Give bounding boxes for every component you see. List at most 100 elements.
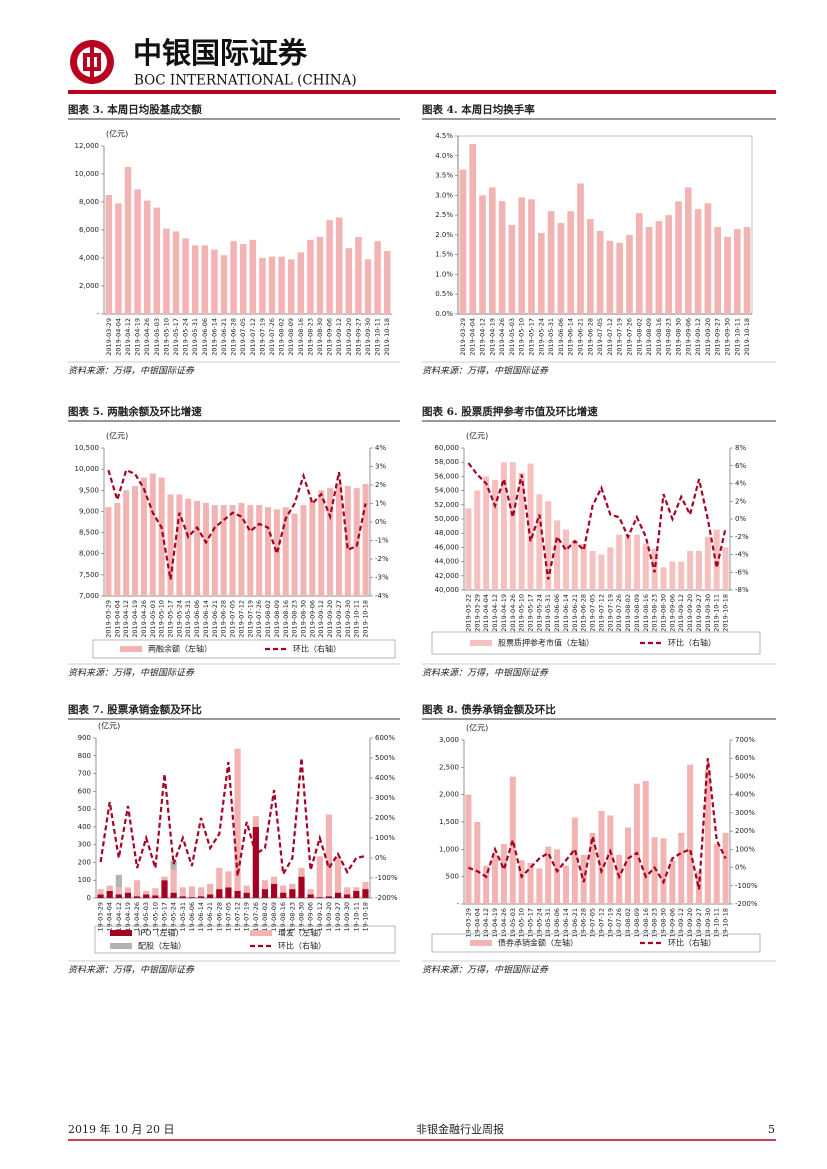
x-tick-label: 19-09-20	[325, 902, 333, 932]
bar	[713, 529, 720, 590]
x-tick-label: 2019-05-31	[191, 318, 199, 356]
bar	[694, 209, 702, 314]
x-tick-label: 2019-04-04	[482, 594, 490, 632]
bar	[170, 869, 177, 893]
bar	[596, 230, 604, 314]
y-tick-label: 300	[78, 841, 91, 849]
legend-swatch	[120, 646, 142, 652]
y2-tick-label: 300%	[375, 794, 395, 802]
y2-tick-label: -2%	[375, 555, 389, 563]
y2-tick-label: -8%	[735, 586, 749, 594]
bar	[105, 507, 112, 596]
x-tick-label: 2019-07-05	[596, 318, 604, 356]
y-tick-label: -	[96, 310, 99, 318]
x-tick-label: 2019-09-27	[354, 318, 362, 356]
y2-tick-label: 300%	[735, 809, 755, 817]
x-tick-label: 2019-09-12	[694, 318, 702, 356]
x-tick-label: 19-06-28	[215, 902, 223, 932]
y-tick-label: 700	[78, 770, 91, 778]
bar	[318, 490, 325, 596]
x-tick-label: 2019-03-29	[104, 600, 112, 638]
legend-swatch	[110, 943, 132, 949]
footer-report: 非银金融行业周报	[416, 1122, 504, 1136]
logo-cn: 中银国际证券	[133, 36, 308, 70]
x-tick-label: 2019-09-30	[704, 594, 712, 632]
y-tick-label: 100	[78, 876, 91, 884]
bar	[300, 505, 307, 596]
unit-label: (亿元)	[106, 129, 128, 139]
bar	[362, 483, 369, 596]
y-tick-label: 1.5%	[435, 251, 453, 259]
bar	[704, 536, 711, 590]
unit-label: (亿元)	[466, 723, 488, 733]
bar	[152, 895, 159, 898]
x-tick-label: 19-06-21	[571, 908, 579, 938]
bar	[291, 513, 298, 596]
x-tick-label: 2019-06-21	[220, 318, 228, 356]
bar	[571, 540, 578, 590]
bar	[616, 242, 624, 314]
line	[467, 462, 727, 580]
x-tick-label: 19-10-11	[713, 908, 721, 938]
y-tick-label: 6,000	[79, 226, 99, 234]
legend-box	[431, 933, 761, 953]
line	[107, 468, 367, 580]
legend-box	[431, 631, 761, 655]
bar	[309, 500, 316, 596]
y2-tick-label: -4%	[735, 551, 749, 559]
y-tick-label: 44,000	[435, 558, 460, 566]
y2-tick-label: -100%	[735, 882, 758, 890]
bar	[188, 897, 196, 898]
x-tick-label: 19-06-14	[562, 908, 570, 938]
x-tick-label: 19-09-06	[307, 902, 315, 932]
x-tick-label: 2019-05-10	[162, 318, 170, 356]
bar	[589, 550, 596, 590]
y-tick-label: 8,000	[79, 198, 99, 206]
x-tick-label: 2019-06-21	[571, 594, 579, 632]
y-tick-label: 7,000	[79, 592, 99, 600]
x-tick-label: 19-05-03	[142, 902, 150, 932]
bar	[508, 225, 516, 314]
bar	[207, 894, 214, 898]
x-tick-label: 2019-10-11	[374, 318, 382, 356]
x-tick-label: 2019-07-19	[616, 318, 624, 356]
y2-tick-label: -200%	[735, 900, 758, 908]
bar	[316, 897, 323, 898]
bar	[362, 889, 369, 898]
bar	[316, 237, 324, 314]
bar	[589, 832, 596, 904]
y2-tick-label: 0%	[735, 864, 746, 872]
x-tick-label: 2019-04-19	[134, 318, 142, 356]
x-tick-label: 2019-05-10	[518, 318, 526, 356]
bar	[704, 770, 711, 904]
bar	[344, 887, 351, 895]
y-tick-label: 52,000	[435, 501, 460, 509]
bar	[607, 547, 614, 590]
x-tick-label: 19-06-06	[188, 902, 196, 932]
bar	[675, 201, 682, 314]
bar	[238, 502, 245, 596]
bar	[326, 220, 333, 314]
x-tick-label: 2019-08-23	[651, 594, 659, 632]
x-tick-label: 2019-04-26	[509, 594, 517, 632]
x-tick-label: 2019-09-20	[326, 600, 334, 638]
y-tick-label: 4.5%	[435, 132, 453, 140]
bar	[234, 748, 241, 891]
y2-tick-label: -3%	[375, 574, 389, 582]
x-tick-label: 2019-08-30	[316, 318, 324, 356]
legend-label: 环比（右轴）	[293, 644, 341, 654]
y-tick-label: 1.0%	[435, 270, 453, 278]
y-tick-label: 60,000	[435, 444, 460, 452]
bar	[298, 867, 305, 877]
y-tick-label: 56,000	[435, 472, 460, 480]
y-tick-label: 2,000	[79, 282, 99, 290]
x-tick-label: 2019-05-03	[153, 318, 161, 356]
x-tick-label: 2019-07-12	[597, 594, 605, 632]
bar	[669, 860, 676, 904]
y2-tick-label: 2%	[375, 481, 386, 489]
x-tick-label: 19-05-31	[179, 902, 187, 932]
bar	[216, 889, 223, 898]
y-tick-label: 3.0%	[435, 191, 453, 199]
bar	[124, 892, 132, 898]
bar	[562, 529, 569, 590]
